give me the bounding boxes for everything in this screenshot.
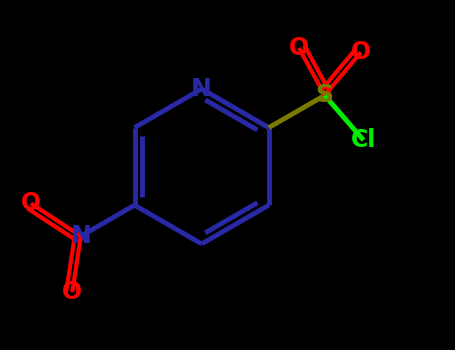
Text: O: O	[351, 40, 371, 64]
Text: N: N	[71, 224, 91, 248]
Text: O: O	[62, 280, 82, 304]
Text: Cl: Cl	[351, 128, 376, 152]
Text: S: S	[316, 83, 334, 107]
Text: O: O	[289, 36, 309, 60]
Text: N: N	[191, 77, 212, 101]
Text: O: O	[21, 191, 41, 215]
